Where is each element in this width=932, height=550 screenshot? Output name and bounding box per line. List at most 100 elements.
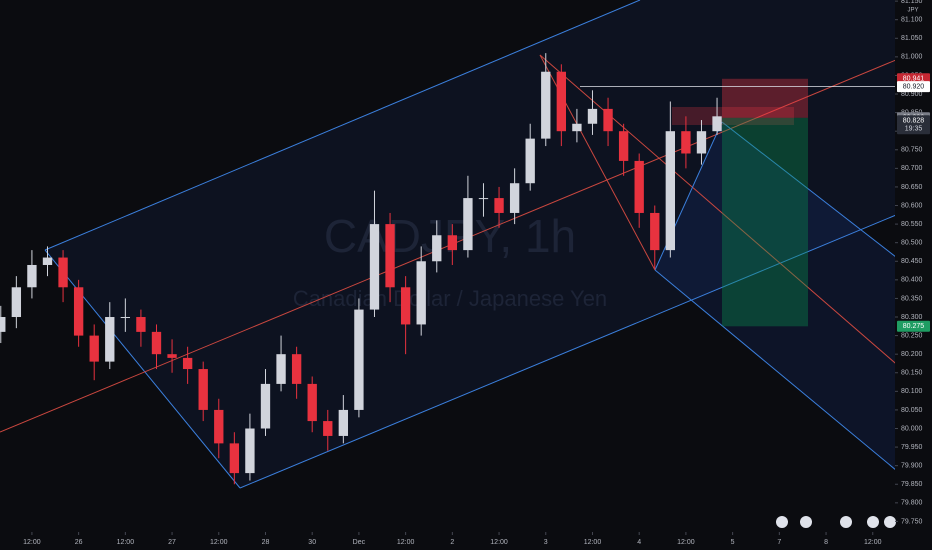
y-tick-label: 80.450 [901,258,923,265]
y-tick-label: 79.900 [901,463,923,470]
watermark-subtitle: Canadian Dollar / Japanese Yen [293,286,607,311]
x-tick-label: 8 [824,539,828,546]
candle-body [245,428,255,474]
y-tick-label: 79.800 [901,500,923,507]
target-zone [722,117,808,327]
y-tick-label: 80.100 [901,388,923,395]
x-tick-label: 30 [308,539,316,546]
x-tick-label: 7 [777,539,781,546]
y-tick-label: 80.600 [901,202,923,209]
y-tick-label: 80.500 [901,240,923,247]
candle-body [354,309,364,410]
y-tick-label: 80.350 [901,295,923,302]
candle-body [541,71,551,139]
x-tick-label: 26 [75,539,83,546]
y-tick-label: 80.000 [901,425,923,432]
candle-body [42,257,53,265]
x-tick-label: 28 [262,539,270,546]
y-tick-label: 80.750 [901,147,923,154]
icon[interactable] [867,516,879,528]
candle-body [618,131,629,161]
candle-body [0,317,6,332]
candle-body [416,261,426,325]
candle-body [198,369,208,410]
price-tag-label: 80.828 [903,118,925,125]
time-axis [0,532,895,550]
candle-body [556,71,567,132]
candle-body [214,409,224,444]
y-tick-label: 79.750 [901,518,923,525]
candle-body [182,357,193,370]
x-tick-label: Dec [353,539,366,546]
candle-body [11,287,22,318]
candle-body [494,198,504,213]
candle-body [27,264,37,288]
candle-body [634,160,644,213]
candle-body [696,131,707,154]
pitchfork-fill [45,0,932,488]
x-tick-label: 2 [450,539,454,546]
price-tag-label: 80.920 [903,83,925,90]
x-tick-label: 12:00 [117,539,135,546]
candle-body [73,287,84,336]
icon[interactable] [776,516,788,528]
x-tick-label: 3 [544,539,548,546]
y-tick-label: 81.100 [901,17,923,24]
y-tick-label: 81.150 [901,0,923,5]
x-tick-label: 4 [637,539,641,546]
y-tick-label: 81.050 [901,35,923,42]
candle-body [291,354,302,384]
y-tick-label: 81.000 [901,54,923,61]
stop-zone [722,78,808,118]
pitchfork-fill [655,122,932,500]
candle-body [89,335,99,362]
candle-body [105,317,115,362]
countdown-tag [897,123,930,135]
x-tick-label: 12:00 [677,539,695,546]
x-tick-label: 12:00 [864,539,882,546]
candle-body [432,235,442,262]
candle-body [369,224,380,310]
icon[interactable] [884,516,896,528]
y-tick-label: 80.150 [901,370,923,377]
candle-body [463,198,473,251]
candle-body [276,354,286,384]
pitchfork-line [239,199,932,489]
x-tick-label: 12:00 [23,539,41,546]
candle-body [603,108,613,132]
pitchfork-line [654,269,932,501]
candle-body [229,443,240,474]
candle-body [385,224,395,288]
candle-body [650,212,660,251]
y-tick-label: 79.950 [901,444,923,451]
candle-body [120,317,131,319]
icon[interactable] [800,516,812,528]
candle-body [447,235,458,251]
candle-body [136,317,146,332]
y-tick-label: 80.250 [901,332,923,339]
candle-body [478,198,489,200]
y-tick-label: 80.650 [901,184,923,191]
icon[interactable] [840,516,852,528]
candle-body [525,138,535,184]
candle-body [665,131,676,251]
y-tick-label: 80.550 [901,221,923,228]
price-tag-label: 80.941 [903,76,925,83]
x-tick-label: 12:00 [490,539,508,546]
x-tick-label: 5 [731,539,735,546]
price-tag [897,320,930,332]
candle-body [260,383,271,429]
x-tick-label: 12:00 [584,539,602,546]
countdown: 19:35 [905,126,923,133]
pitchfork-line [44,0,641,251]
candle-body [572,123,582,132]
y-tick-label: 80.050 [901,407,923,414]
x-tick-label: 27 [168,539,176,546]
candle-body [323,421,333,436]
drawings [0,0,932,501]
candle-body [58,257,68,288]
price-tag [897,81,930,93]
